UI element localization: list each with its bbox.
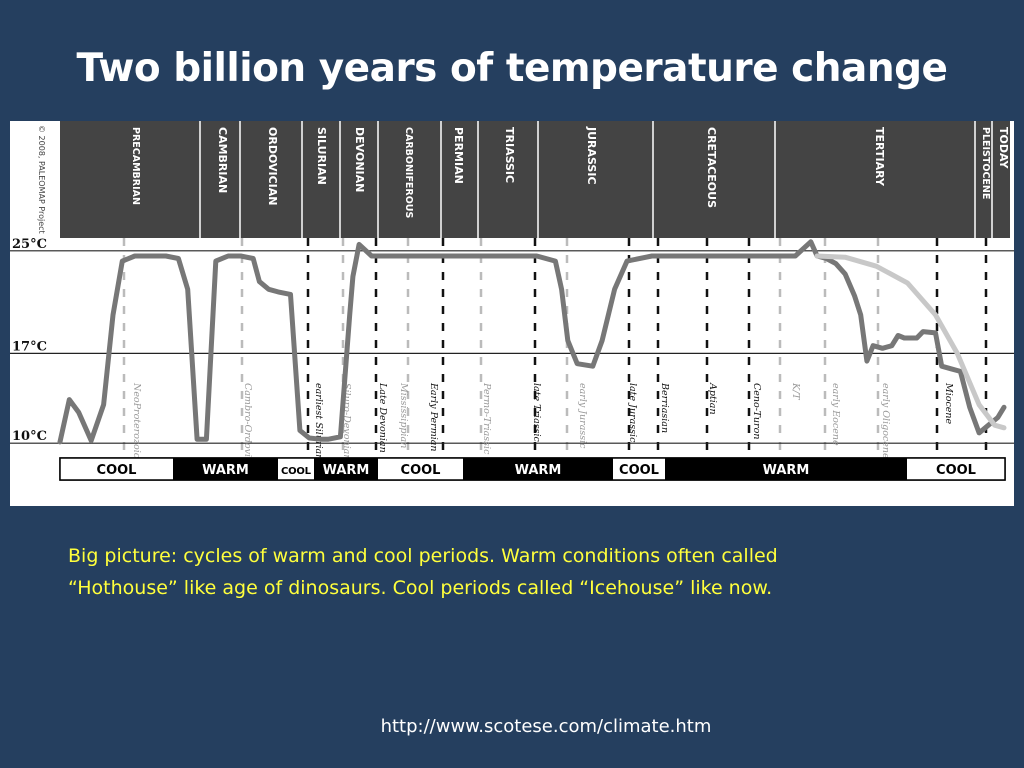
caption: Big picture: cycles of warm and cool per… — [68, 540, 968, 604]
cool-band — [907, 458, 1005, 480]
period-label: JURASSIC — [585, 126, 598, 185]
event-label: early Eocene — [830, 383, 841, 446]
event-label: Ceno-Turon — [751, 383, 762, 439]
temperature-chart: PRECAMBRIAN CAMBRIAN ORDOVICIAN SILURIAN DEV… — [10, 121, 1014, 506]
event-label: late Triassic — [531, 383, 542, 443]
cool-band — [613, 458, 665, 480]
climate-band-label: WARM — [323, 463, 370, 478]
period-label: DEVONIAN — [353, 127, 366, 192]
period-label: PRECAMBRIAN — [130, 127, 141, 205]
event-label: earliest Silurian — [313, 383, 324, 460]
climate-band-label: COOL — [936, 463, 976, 478]
climate-band-label: WARM — [202, 463, 249, 478]
event-label: K/T — [790, 382, 801, 400]
climate-band-label: COOL — [281, 466, 312, 477]
y-tick-label: 25°C — [12, 237, 47, 252]
period-label: PERMIAN — [452, 127, 465, 184]
period-label: CRETACEOUS — [705, 127, 718, 208]
caption-line-1: Big picture: cycles of warm and cool per… — [68, 545, 778, 567]
event-label: Late Devonian — [377, 382, 388, 453]
warm-band — [463, 458, 613, 480]
climate-band-label: COOL — [401, 463, 441, 478]
event-label: Permo-Triassic — [481, 382, 492, 455]
event-label: NeoProterozoic — [131, 382, 142, 459]
temperature-curve — [57, 239, 1007, 445]
period-label: TODAY — [997, 127, 1010, 169]
copyright-text: © 2008, PALEOMAP Project — [37, 125, 46, 234]
event-label: Miocene — [943, 382, 954, 425]
period-label: SILURIAN — [315, 127, 328, 185]
warm-band — [173, 458, 278, 480]
period-label: CAMBRIAN — [216, 127, 229, 193]
period-label: ORDOVICIAN — [266, 127, 279, 206]
event-label: Berriasian — [659, 382, 670, 433]
cool-band — [60, 458, 173, 480]
event-label: early Jurassic — [577, 383, 588, 449]
y-tick-label: 17°C — [12, 339, 47, 354]
period-label: PLEISTOCENE — [980, 127, 991, 199]
event-label: Cambro-Ordovician — [242, 383, 253, 477]
climate-band-border — [59, 457, 1006, 481]
caption-line-2: “Hothouse” like age of dinosaurs. Cool p… — [68, 577, 773, 599]
event-label: Aptian — [707, 382, 718, 415]
warm-band — [665, 458, 907, 480]
period-label: TRIASSIC — [503, 127, 516, 183]
climate-band-label: COOL — [97, 463, 137, 478]
slide-title: Two billion years of temperature change — [76, 46, 948, 91]
event-label: Siluro-Devonian — [341, 383, 352, 460]
cool-band — [278, 458, 314, 480]
warm-band — [314, 458, 378, 480]
period-header-band — [60, 121, 1010, 238]
event-label: late Jurassic — [627, 383, 638, 443]
period-label: CARBONIFEROUS — [403, 127, 414, 219]
period-label: TERTIARY — [873, 127, 886, 187]
source-url-link[interactable]: http://www.scotese.com/climate.htm — [380, 716, 712, 737]
temperature-curve-alternate — [814, 253, 1007, 431]
event-label: Early Permian — [428, 382, 439, 452]
climate-band-label: WARM — [515, 463, 562, 478]
source-url: http://www.scotese.com/climate.htm — [0, 716, 1024, 737]
y-tick-label: 10°C — [12, 429, 47, 444]
event-label: early Oligocene — [880, 383, 891, 459]
cool-band — [378, 458, 463, 480]
event-label: Mississippian — [398, 382, 409, 448]
climate-band-label: WARM — [763, 463, 810, 478]
climate-band-label: COOL — [619, 463, 659, 478]
